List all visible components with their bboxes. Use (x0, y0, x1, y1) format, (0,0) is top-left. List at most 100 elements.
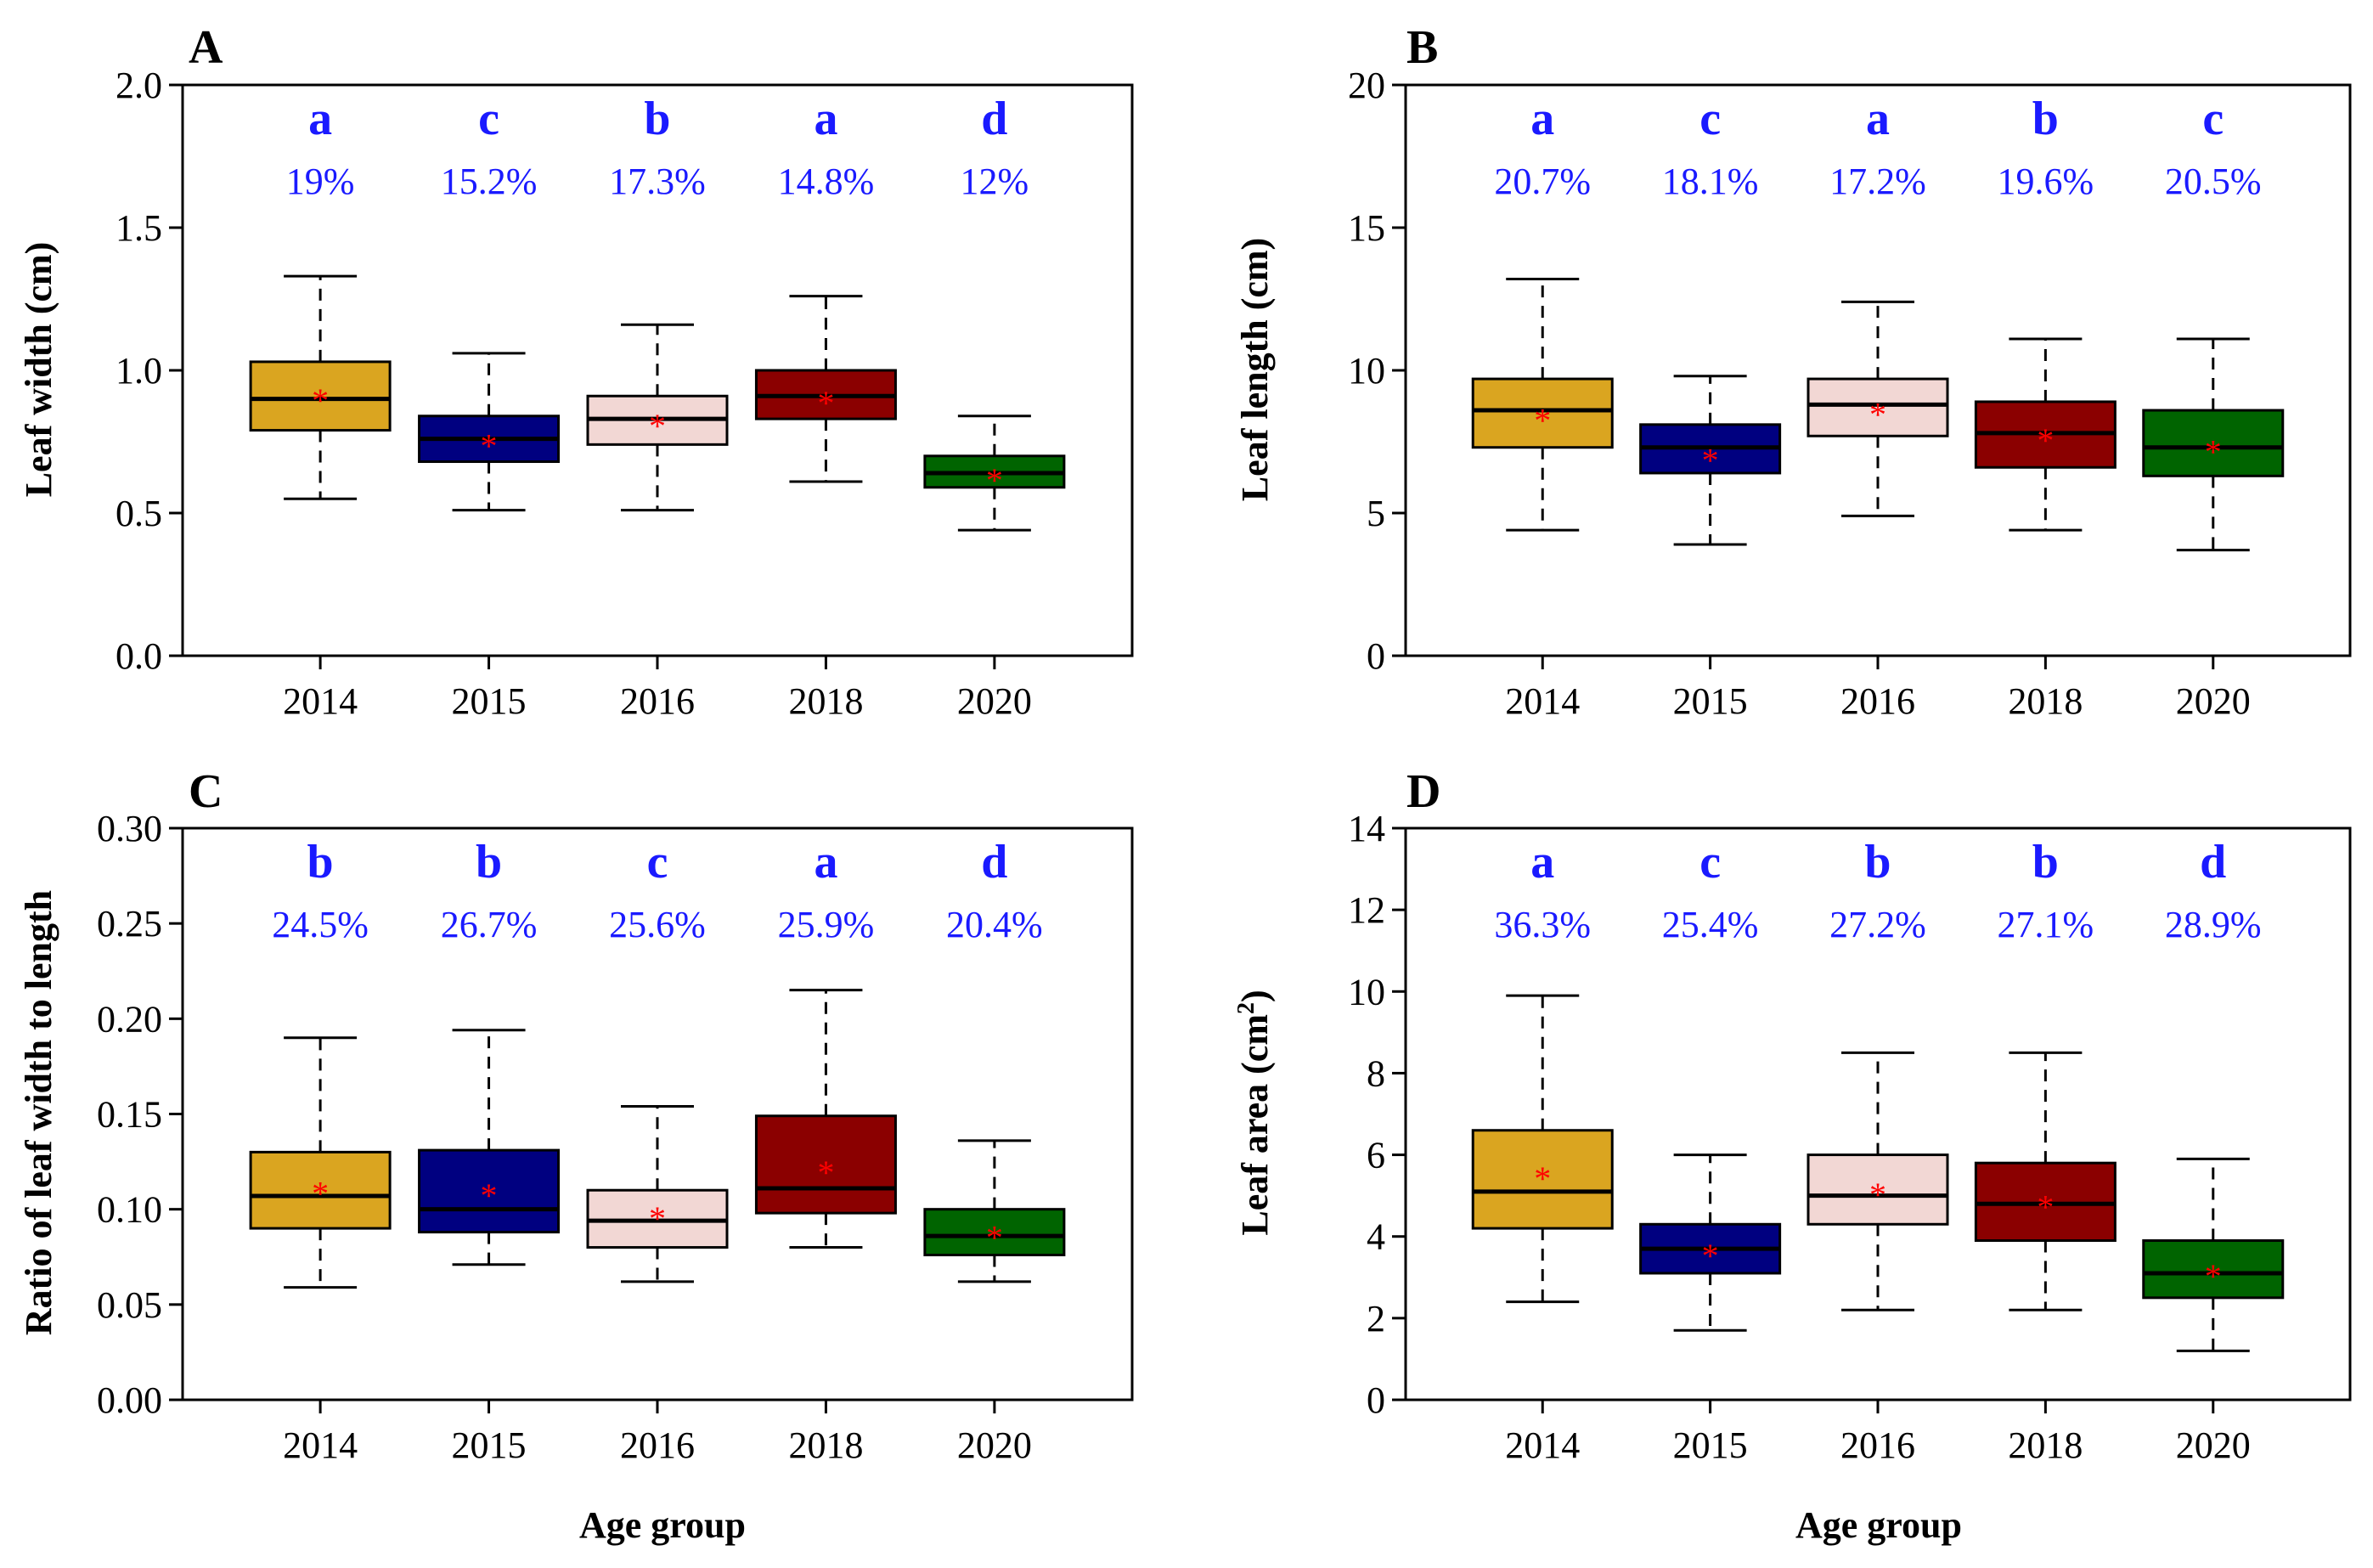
significance-letter-b: c (2202, 93, 2224, 145)
y-axis-title-c: Ratio of leaf width to length (18, 890, 59, 1335)
y-axis-title-a: Leaf width (cm) (18, 242, 59, 498)
cv-label-b: 19.6% (1998, 161, 2094, 202)
mean-marker: * (2205, 432, 2222, 471)
y-tick-label-d: 6 (1367, 1135, 1385, 1176)
plot-area-d: 0 2 4 6 8 10 12 14 2014 2015 2016 2018 2020 * * * * * a 36.… (1348, 808, 2352, 1466)
box-group-b-2018: * (1974, 337, 2117, 532)
box-group-b-2015: * (1639, 375, 1782, 546)
y-axis-title-text-c: Ratio of leaf width to length (18, 890, 59, 1335)
y-axis-title-b: Leaf length (cm) (1234, 238, 1276, 501)
significance-letter-a: b (644, 93, 670, 145)
box-group-a-2014: * (249, 274, 392, 500)
x-tick-label-a: 2016 (620, 680, 695, 722)
mean-marker: * (1702, 1237, 1719, 1275)
y-tick-label-c: 0.20 (97, 998, 162, 1040)
box-group-b-2016: * (1807, 300, 1949, 517)
panel-letter-b: B (1406, 21, 1438, 74)
x-tick-label-b: 2020 (2176, 680, 2251, 722)
iqr-box (1471, 1129, 1614, 1230)
mean-marker: * (817, 384, 834, 422)
mean-marker: * (649, 407, 666, 445)
box-group-d-2020: * (2142, 1157, 2285, 1352)
cv-label-c: 20.4% (946, 904, 1043, 945)
box-group-d-2016: * (1807, 1051, 1949, 1311)
significance-letter-c: b (476, 836, 502, 888)
mean-marker: * (481, 427, 498, 465)
iqr-box (2142, 409, 2285, 477)
y-tick-label-a: 2.0 (116, 65, 162, 106)
cv-label-b: 20.5% (2165, 161, 2262, 202)
x-tick-label-b: 2016 (1840, 680, 1915, 722)
significance-letter-c: c (647, 836, 668, 888)
box-group-b-2014: * (1471, 277, 1614, 532)
cv-label-d: 28.9% (2165, 904, 2262, 945)
mean-marker: * (312, 381, 329, 420)
significance-letter-d: c (1699, 836, 1721, 888)
x-tick-label-a: 2018 (788, 680, 863, 722)
panel-b: B Leaf length (cm) 0 5 10 15 20 2014 2015 2016 2… (1234, 21, 2352, 722)
y-tick-label-d: 8 (1367, 1052, 1385, 1094)
x-tick-label-d: 2016 (1840, 1424, 1915, 1466)
x-tick-label-a: 2020 (957, 680, 1032, 722)
x-axis-title-left: Age group (579, 1504, 746, 1546)
panel-letter-d: D (1406, 765, 1440, 818)
iqr-box (2142, 1239, 2285, 1300)
mean-marker: * (986, 461, 1003, 499)
box-group-d-2014: * (1471, 994, 1614, 1304)
significance-letter-b: a (1866, 93, 1890, 145)
mean-marker: * (986, 1218, 1003, 1256)
cv-label-c: 25.9% (778, 904, 875, 945)
significance-letter-d: d (2200, 836, 2226, 888)
cv-label-d: 27.1% (1998, 904, 2094, 945)
box-group-b-2020: * (2142, 337, 2285, 552)
y-tick-label-d: 2 (1367, 1298, 1385, 1340)
box-group-c-2018: * (754, 989, 897, 1249)
panel-letter-a: A (189, 21, 223, 74)
panel-c: C Ratio of leaf width to length 0.00 0.05… (18, 765, 1134, 1466)
x-tick-label-b: 2018 (2008, 680, 2083, 722)
iqr-box (1807, 1153, 1949, 1226)
plot-area-c: 0.00 0.05 0.10 0.15 0.20 0.25 0.30 2014 2015 2016… (97, 808, 1134, 1466)
mean-marker: * (1534, 1159, 1551, 1198)
cv-label-b: 20.7% (1494, 161, 1591, 202)
y-axis-title-tail-d: ) (1234, 990, 1276, 1002)
mean-marker: * (312, 1175, 329, 1213)
plot-area-b: 0 5 10 15 20 2014 2015 2016 2018 2020 * * * * * a 20.7% c… (1348, 65, 2352, 722)
cv-label-b: 17.2% (1829, 161, 1926, 202)
significance-letter-d: a (1530, 836, 1554, 888)
cv-label-d: 27.2% (1829, 904, 1926, 945)
box-group-d-2015: * (1639, 1153, 1782, 1332)
x-tick-label-b: 2015 (1673, 680, 1748, 722)
y-tick-label-d: 14 (1348, 808, 1385, 849)
mean-marker: * (2205, 1257, 2222, 1295)
x-tick-label-c: 2018 (788, 1424, 863, 1466)
iqr-box (754, 1114, 897, 1215)
significance-letter-a: c (478, 93, 499, 145)
cv-label-c: 24.5% (272, 904, 369, 945)
y-tick-label-d: 10 (1348, 971, 1385, 1012)
box-group-c-2020: * (923, 1139, 1066, 1283)
panel-a: A Leaf width (cm) 0.0 0.5 1.0 1.5 2.0 2014 201… (18, 21, 1134, 722)
iqr-box (418, 1148, 561, 1234)
x-tick-label-c: 2020 (957, 1424, 1032, 1466)
significance-letter-b: c (1699, 93, 1721, 145)
x-tick-label-d: 2018 (2008, 1424, 2083, 1466)
box-group-c-2015: * (418, 1029, 561, 1266)
x-tick-label-d: 2015 (1673, 1424, 1748, 1466)
significance-letter-c: a (814, 836, 837, 888)
y-axis-title-d: Leaf area (cm2) (1233, 990, 1276, 1235)
y-tick-label-b: 10 (1348, 350, 1385, 392)
y-tick-label-b: 0 (1367, 635, 1385, 677)
y-tick-label-a: 1.0 (116, 350, 162, 392)
cv-label-a: 12% (961, 161, 1029, 202)
significance-letter-d: b (2032, 836, 2059, 888)
box-group-d-2018: * (1974, 1051, 2117, 1311)
mean-marker: * (1869, 1176, 1886, 1214)
x-tick-label-a: 2014 (283, 680, 358, 722)
significance-letter-a: d (981, 93, 1007, 145)
y-tick-label-c: 0.00 (97, 1379, 162, 1421)
iqr-box (1471, 377, 1614, 449)
y-tick-label-b: 20 (1348, 65, 1385, 106)
y-tick-label-c: 0.30 (97, 808, 162, 849)
